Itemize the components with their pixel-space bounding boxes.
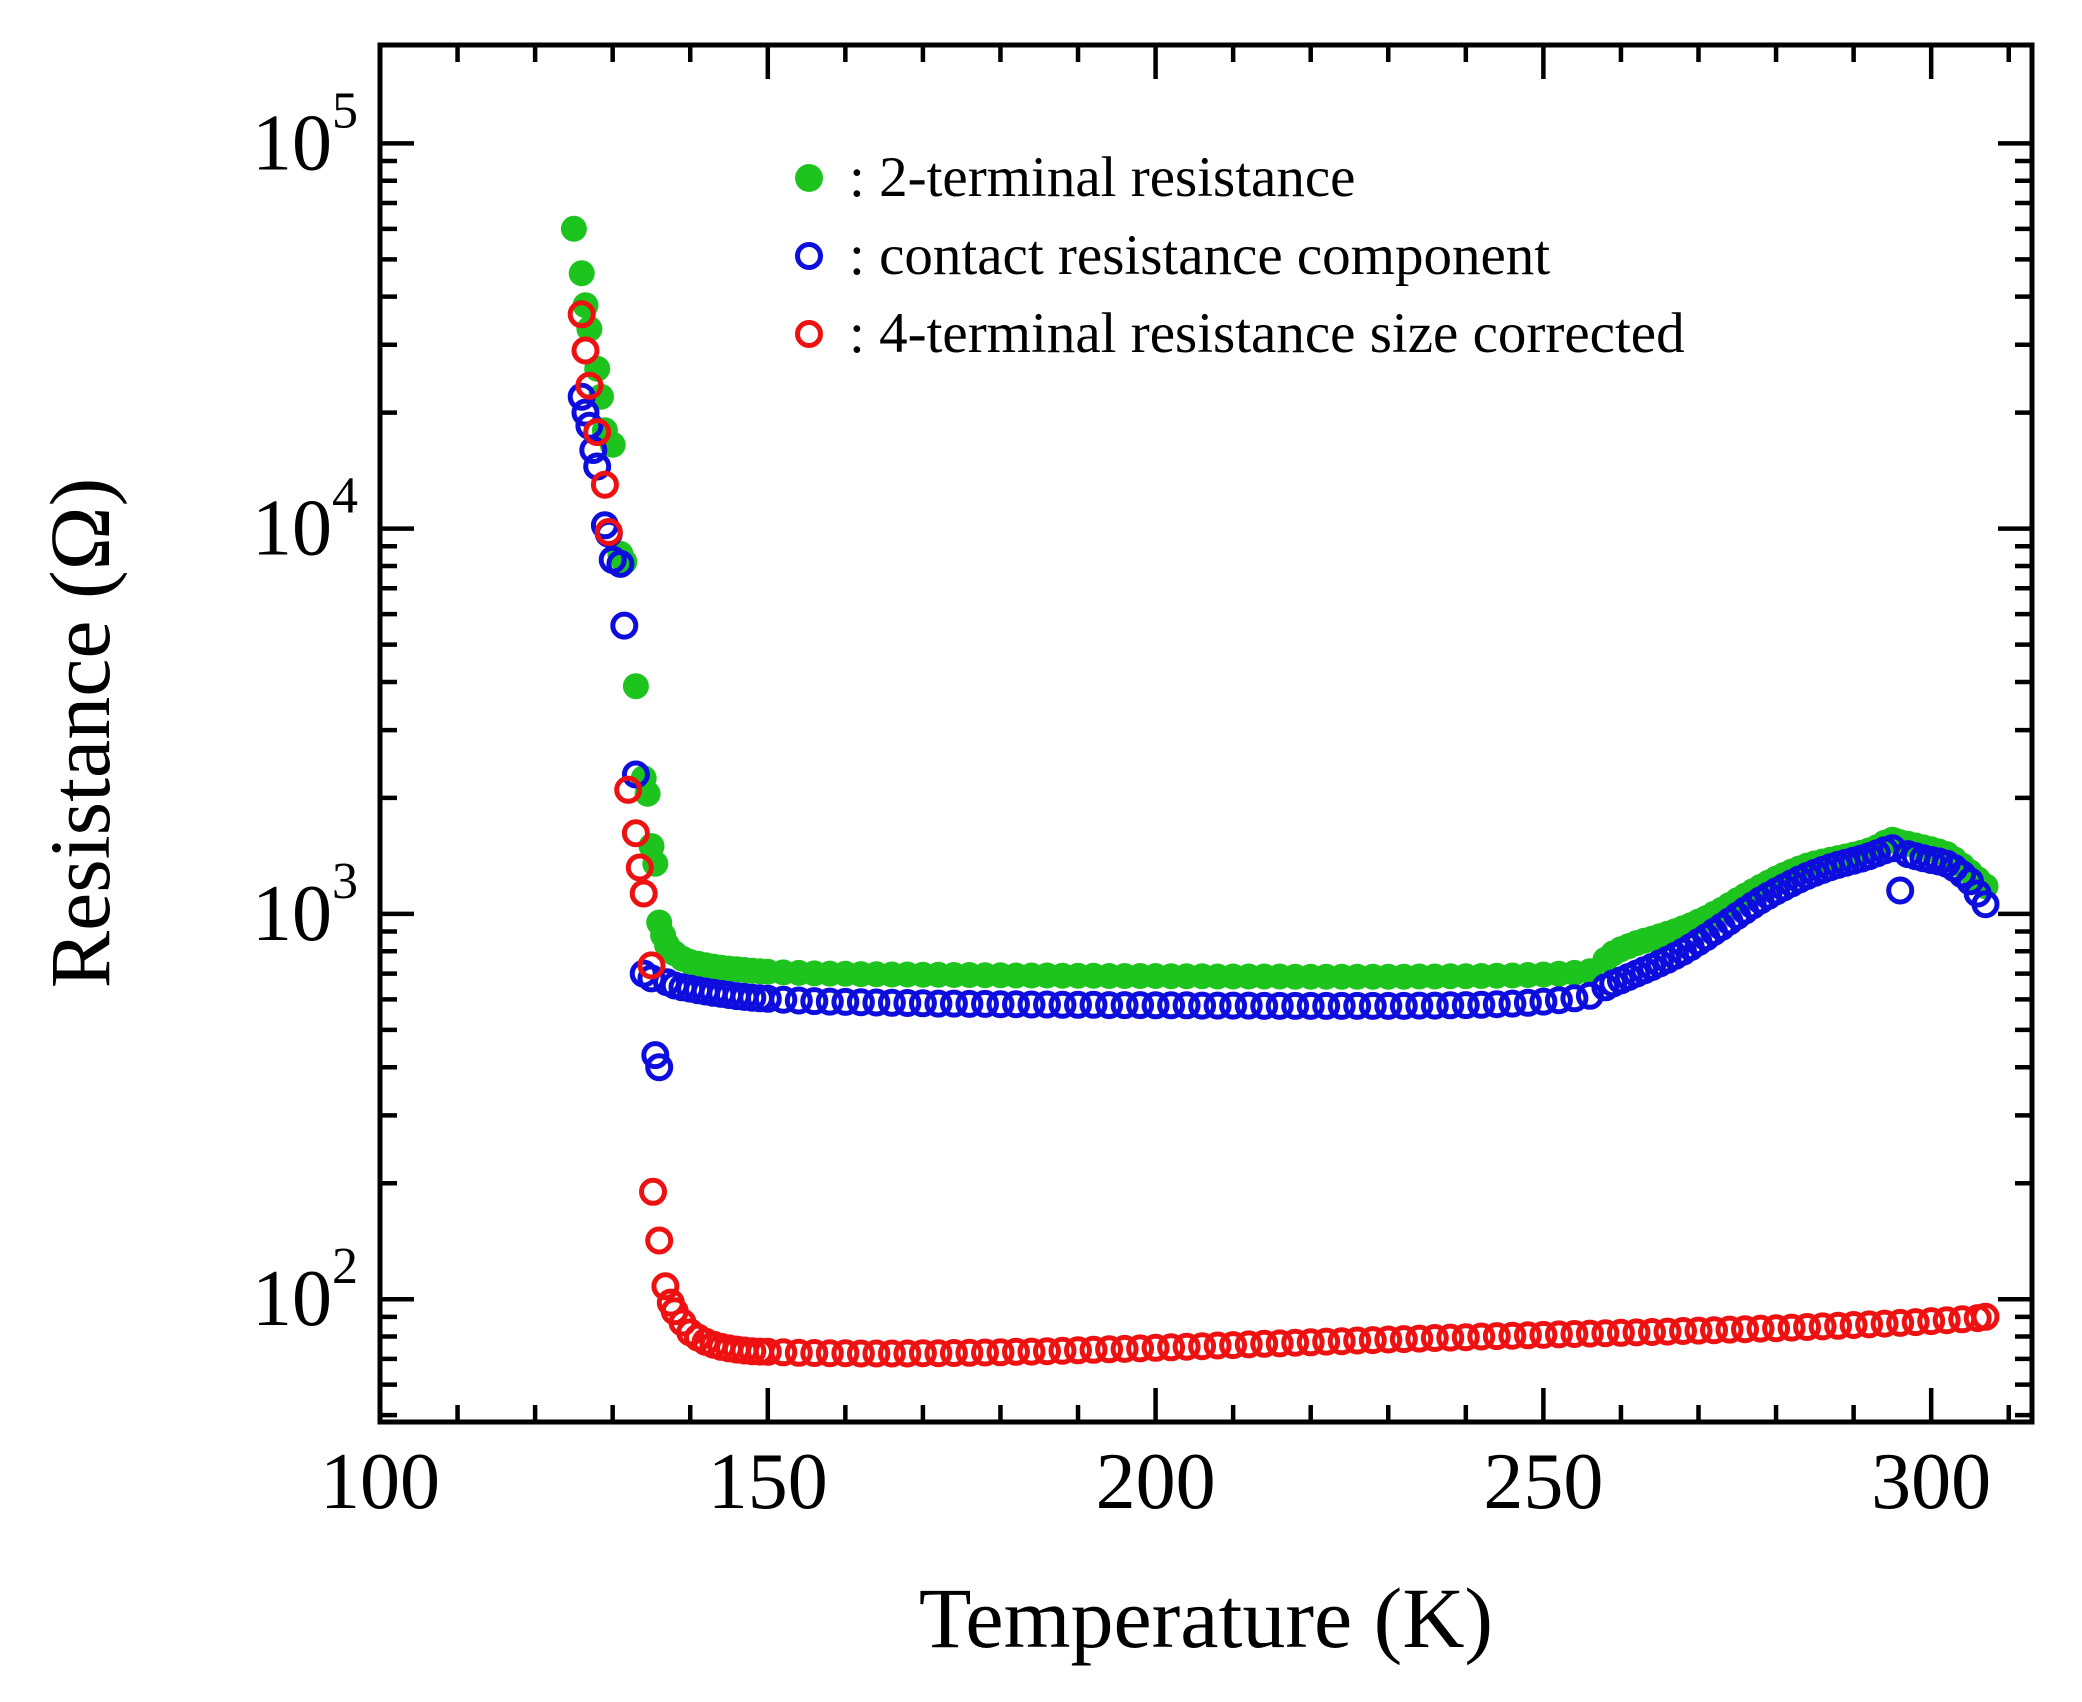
svg-text:300: 300 (1871, 1438, 1991, 1526)
legend-item-contact: : contact resistance component (795, 226, 1685, 286)
svg-text:100: 100 (320, 1438, 440, 1526)
open-circle-marker-icon (795, 242, 823, 270)
legend-label: : 4-terminal resistance size corrected (849, 302, 1685, 365)
x-axis-ticks: 100 150 200 250 300 (320, 45, 2011, 1526)
svg-text:250: 250 (1483, 1438, 1603, 1526)
plot-frame (377, 42, 2035, 1425)
legend: : 2-terminal resistance : contact resist… (795, 148, 1685, 364)
x-axis-title: Temperature (K) (918, 1570, 1494, 1666)
legend-label: : contact resistance component (849, 224, 1551, 287)
svg-text:104: 104 (252, 468, 358, 573)
y-axis-ticks: 102 103 104 105 (252, 82, 2032, 1418)
y-axis-title: Resistance (Ω) (32, 477, 128, 989)
svg-text:102: 102 (252, 1238, 358, 1343)
filled-circle-marker-icon (795, 164, 823, 192)
legend-label: : 2-terminal resistance (849, 146, 1356, 209)
legend-item-4-terminal: : 4-terminal resistance size corrected (795, 304, 1685, 364)
series-2-open-circle (567, 300, 2000, 1368)
svg-text:105: 105 (252, 82, 358, 187)
svg-text:150: 150 (708, 1438, 828, 1526)
svg-text:200: 200 (1096, 1438, 1216, 1526)
svg-text:103: 103 (252, 853, 358, 958)
open-circle-marker-icon (795, 320, 823, 348)
legend-item-2-terminal: : 2-terminal resistance (795, 148, 1685, 208)
